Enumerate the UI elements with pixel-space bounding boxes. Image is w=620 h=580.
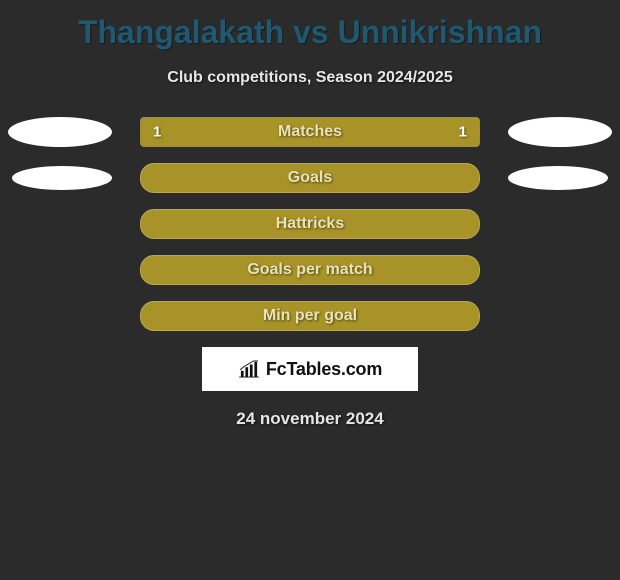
stat-bar: Goals: [140, 163, 480, 193]
comparison-rows: 1 Matches 1 Goals Hattricks Goals per match Mi…: [0, 117, 620, 331]
stat-row: Hattricks: [0, 209, 620, 239]
chart-icon: [238, 360, 260, 378]
stat-label: Matches: [278, 123, 342, 141]
page-title: Thangalakath vs Unnikrishnan: [0, 0, 620, 51]
stat-row: 1 Matches 1: [0, 117, 620, 147]
stat-bar: Hattricks: [140, 209, 480, 239]
stat-label: Goals: [288, 169, 332, 187]
right-player-icon: [508, 166, 608, 190]
logo-box: FcTables.com: [202, 347, 418, 391]
right-player-icon: [508, 117, 612, 147]
stat-row: Min per goal: [0, 301, 620, 331]
stat-label: Hattricks: [276, 215, 344, 233]
stat-row: Goals per match: [0, 255, 620, 285]
stat-label: Min per goal: [263, 307, 357, 325]
page-subtitle: Club competitions, Season 2024/2025: [0, 69, 620, 87]
logo-text: FcTables.com: [266, 359, 382, 380]
stat-label: Goals per match: [247, 261, 372, 279]
left-player-icon: [12, 166, 112, 190]
left-player-icon: [8, 117, 112, 147]
stat-row: Goals: [0, 163, 620, 193]
stat-value-right: 1: [459, 124, 467, 141]
stat-value-left: 1: [153, 124, 161, 141]
stat-bar: Min per goal: [140, 301, 480, 331]
stat-bar: Goals per match: [140, 255, 480, 285]
date-label: 24 november 2024: [0, 409, 620, 429]
stat-bar: 1 Matches 1: [140, 117, 480, 147]
